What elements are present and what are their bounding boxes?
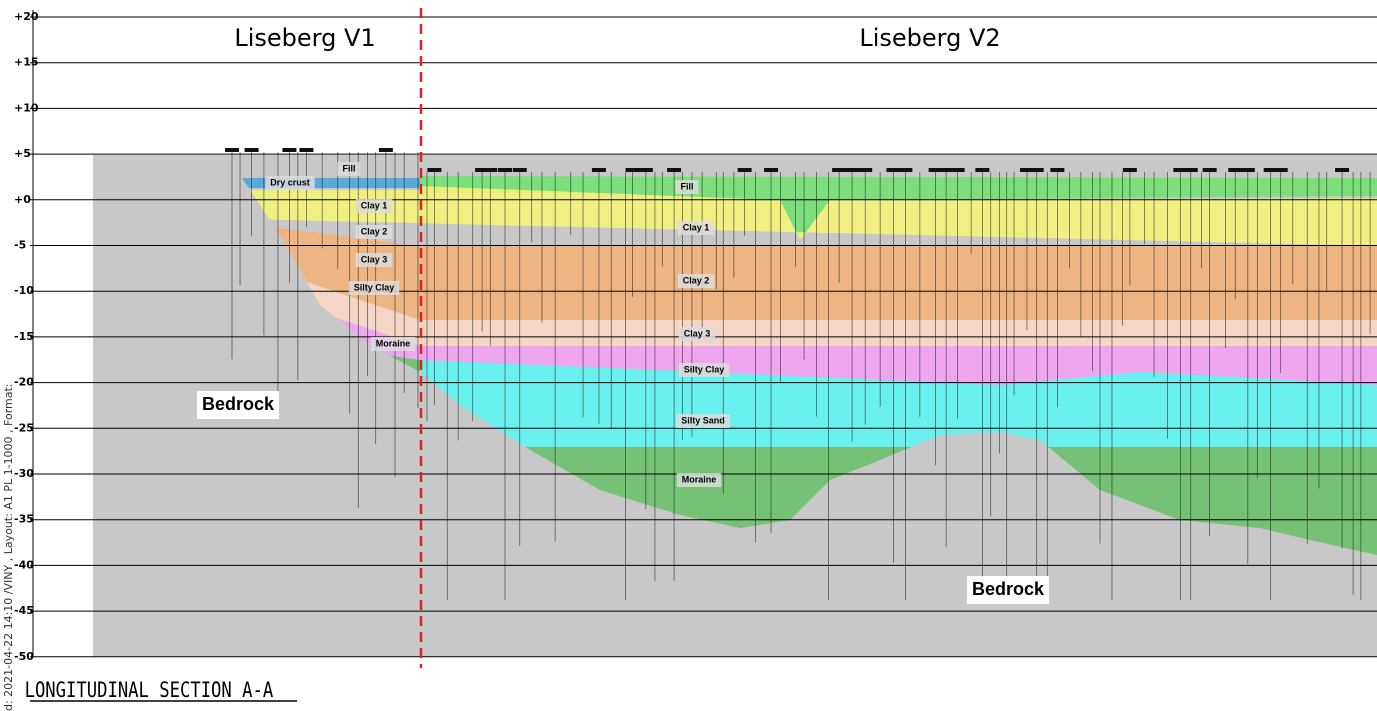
boring-head [886, 168, 900, 172]
layer-label: Fill [343, 163, 356, 173]
section-drawing: +20 +15 +10 +5 +0 -5 -10 -15 -20 -25 -30 -35 -40 -45 -… [0, 0, 1377, 711]
elevation-label: -20 [14, 376, 34, 389]
boring-head [379, 148, 393, 152]
boring-head [592, 168, 606, 172]
label-box: Clay 2 [356, 225, 393, 239]
elevation-label: -25 [14, 421, 34, 434]
boring-head [1335, 168, 1349, 172]
boring-head [1030, 168, 1044, 172]
elevation-label: +10 [14, 101, 39, 114]
layer-label: Clay 1 [361, 200, 388, 210]
layer-label: Silty Clay [354, 282, 395, 292]
boring-head [498, 168, 512, 172]
layer-label: Bedrock [202, 394, 275, 414]
boring-head [225, 148, 239, 152]
layer-label: Clay 1 [683, 222, 710, 232]
header-v2: Liseberg V2 [859, 24, 1000, 52]
label-box: Bedrock [967, 576, 1049, 604]
layer-label: Moraine [682, 474, 717, 484]
boring-head [427, 168, 441, 172]
elevation-label: -15 [14, 330, 34, 343]
label-box: Clay 2 [678, 274, 715, 288]
boring-head [738, 168, 752, 172]
boring-head [245, 148, 259, 152]
boring-head [1123, 168, 1137, 172]
layer-label: Clay 3 [361, 254, 388, 264]
elevation-label: +15 [14, 56, 39, 69]
section-title: LONGITUDINAL SECTION A-A [25, 677, 274, 702]
layer-label: Silty Clay [684, 364, 725, 374]
label-box: Dry crust [265, 176, 315, 190]
elevation-label: -45 [14, 604, 34, 617]
layer-label: Silty Sand [681, 415, 725, 425]
boring-head [951, 168, 965, 172]
boring-head [1050, 168, 1064, 172]
elevation-label: +20 [14, 10, 39, 23]
label-box: Clay 1 [678, 221, 715, 235]
boring-head [1203, 168, 1217, 172]
elevation-label: -40 [14, 558, 34, 571]
layer-label: Bedrock [972, 579, 1045, 599]
label-box: Clay 1 [356, 199, 393, 213]
label-box: Moraine [677, 473, 722, 487]
layer-label: Clay 3 [684, 328, 711, 338]
elevation-label: -35 [14, 513, 34, 526]
layer-label: Fill [681, 181, 694, 191]
boring-head [626, 168, 640, 172]
boring-head [667, 168, 681, 172]
boring-head [1241, 168, 1255, 172]
boring-head [483, 168, 497, 172]
label-box: Clay 3 [679, 327, 716, 341]
elevation-label: -50 [14, 650, 34, 663]
elevation-label: +5 [14, 147, 31, 160]
elevation-label: -30 [14, 467, 34, 480]
label-box: Silty Sand [676, 414, 730, 428]
boring-head [299, 148, 313, 152]
boring-head [764, 168, 778, 172]
label-box: Silty Clay [679, 363, 730, 377]
boring-head [282, 148, 296, 152]
label-box: Clay 3 [356, 253, 393, 267]
elevation-label: -10 [14, 284, 34, 297]
boring-head [858, 168, 872, 172]
layer-label: Clay 2 [361, 226, 388, 236]
boring-head [1274, 168, 1288, 172]
label-box: Bedrock [197, 391, 279, 419]
boring-head [1228, 168, 1242, 172]
boring-head [1184, 168, 1198, 172]
label-box: Fill [338, 162, 361, 176]
label-box: Silty Clay [349, 281, 400, 295]
header-v1: Liseberg V1 [234, 24, 375, 52]
boring-head [513, 168, 527, 172]
layer-label: Dry crust [270, 177, 310, 187]
layer-label: Clay 2 [683, 275, 710, 285]
label-box: Fill [676, 180, 699, 194]
layer-label: Moraine [376, 338, 411, 348]
boring-head [975, 168, 989, 172]
plot-stamp: d: 2021-04-22 14:10 /VINY , Layout: A1 P… [2, 383, 15, 711]
label-box: Moraine [371, 337, 416, 351]
boring-head [845, 168, 859, 172]
boring-head [898, 168, 912, 172]
elevation-label: -5 [14, 239, 26, 252]
boring-head [832, 168, 846, 172]
boring-head [639, 168, 653, 172]
elevation-label: +0 [14, 193, 31, 206]
